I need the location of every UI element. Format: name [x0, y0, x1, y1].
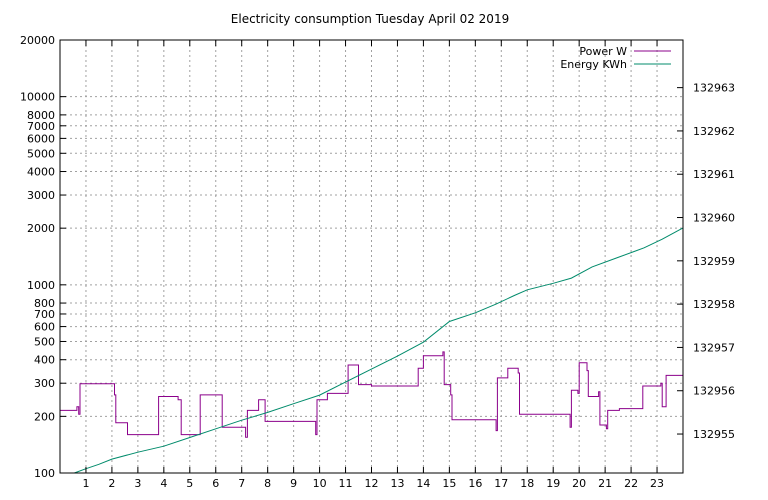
series-line-power: [60, 351, 683, 438]
y-tick-label: 500: [34, 335, 55, 348]
y-tick-label: 100: [34, 467, 55, 480]
y2-tick-label: 132957: [693, 341, 735, 354]
y2-tick-label: 132960: [693, 212, 735, 225]
y2-tick-label: 132956: [693, 385, 735, 398]
y-tick-label: 5000: [27, 147, 55, 160]
x-tick-label: 18: [520, 477, 534, 490]
legend-label: Energy KWh: [560, 58, 627, 71]
x-tick-label: 1: [82, 477, 89, 490]
y-tick-label: 300: [34, 377, 55, 390]
series-line-energy: [74, 227, 684, 474]
x-tick-label: 3: [134, 477, 141, 490]
y-tick-label: 4000: [27, 166, 55, 179]
y2-tick-label: 132955: [693, 428, 735, 441]
axis-layer: 1 2 3 4 5 6 7 8 9 10 11 12 13 14 15 16 17 18 19 20 21 22 23100…: [20, 34, 735, 490]
y-tick-label: 2000: [27, 222, 55, 235]
x-tick-label: 19: [546, 477, 560, 490]
x-tick-label: 12: [365, 477, 379, 490]
series-layer: [60, 227, 684, 474]
y2-tick-label: 132959: [693, 255, 735, 268]
y-tick-label: 6000: [27, 132, 55, 145]
y-tick-label: 10000: [20, 91, 55, 104]
y-tick-label: 400: [34, 354, 55, 367]
y-tick-label: 7000: [27, 120, 55, 133]
y-tick-label: 800: [34, 297, 55, 310]
x-tick-label: 20: [572, 477, 586, 490]
x-tick-label: 10: [313, 477, 327, 490]
x-tick-label: 14: [416, 477, 430, 490]
y-tick-label: 1000: [27, 279, 55, 292]
x-tick-label: 6: [212, 477, 219, 490]
x-tick-label: 7: [238, 477, 245, 490]
y2-tick-label: 132958: [693, 298, 735, 311]
x-tick-label: 9: [290, 477, 297, 490]
x-tick-label: 22: [624, 477, 638, 490]
x-tick-label: 15: [442, 477, 456, 490]
y2-tick-label: 132963: [693, 82, 735, 95]
x-tick-label: 5: [186, 477, 193, 490]
x-tick-label: 2: [108, 477, 115, 490]
plot-frame: [59, 39, 684, 474]
chart-title: Electricity consumption Tuesday April 02…: [231, 12, 509, 26]
x-tick-label: 4: [160, 477, 167, 490]
y-tick-label: 700: [34, 308, 55, 321]
y-tick-label: 200: [34, 410, 55, 423]
x-tick-label: 23: [650, 477, 664, 490]
x-tick-label: 17: [494, 477, 508, 490]
x-tick-label: 8: [264, 477, 271, 490]
y-tick-label: 20000: [20, 34, 55, 47]
y2-tick-label: 132961: [693, 168, 735, 181]
grid-layer: [60, 40, 683, 473]
y2-tick-label: 132962: [693, 125, 735, 138]
y-tick-label: 3000: [27, 189, 55, 202]
x-tick-label: 21: [598, 477, 612, 490]
x-tick-label: 13: [390, 477, 404, 490]
x-tick-label: 16: [468, 477, 482, 490]
x-tick-label: 11: [339, 477, 353, 490]
legend-label: Power W: [579, 45, 627, 58]
y-tick-label: 600: [34, 321, 55, 334]
y-tick-label: 8000: [27, 109, 55, 122]
